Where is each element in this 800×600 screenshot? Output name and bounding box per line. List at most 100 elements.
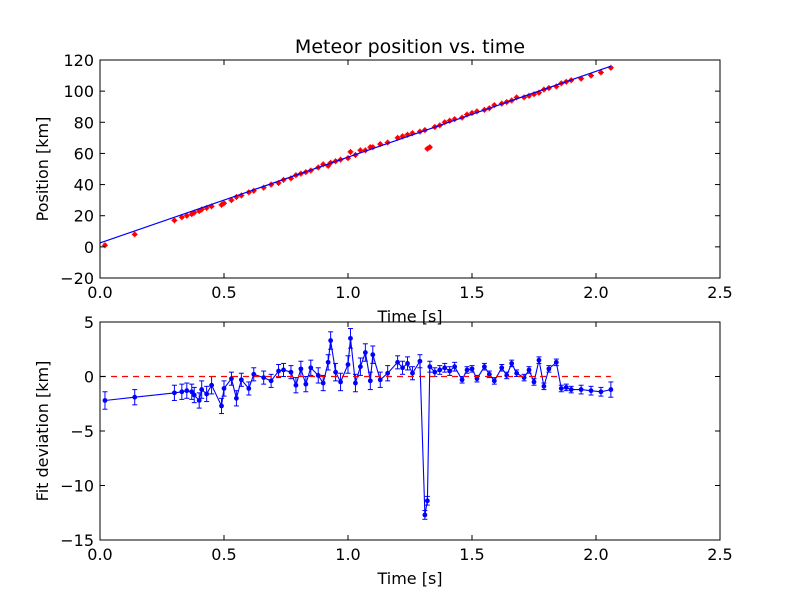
data-point: [261, 375, 267, 380]
x-tick-label: 2.0: [583, 283, 608, 302]
data-point: [482, 364, 487, 370]
deviation-ticks: 0.0 0.5 1.0 1.5 2.0 2.5 −15 −10 −5 0 5: [60, 313, 732, 564]
x-axis-label: Time [s]: [376, 569, 442, 588]
x-tick-label: 1.5: [459, 283, 484, 302]
data-point: [546, 366, 552, 372]
data-point: [315, 373, 321, 378]
deviation-chart: 0.0 0.5 1.0 1.5 2.0 2.5 −15 −10 −5 0 5 Time [s] Fi…: [33, 313, 733, 588]
x-axis-label: Time [s]: [376, 307, 442, 326]
y-tick-label: 20: [74, 207, 94, 226]
data-point: [320, 380, 326, 386]
data-point: [229, 197, 234, 203]
data-point: [196, 398, 202, 403]
data-point: [238, 377, 244, 383]
position-marks: [99, 64, 614, 249]
data-point: [491, 378, 497, 384]
x-tick-label: 0.5: [211, 545, 236, 564]
y-tick-label: 60: [74, 144, 94, 163]
data-point: [377, 377, 383, 383]
data-point: [362, 350, 368, 355]
y-axis-label: Fit deviation [km]: [33, 361, 52, 502]
data-point: [541, 383, 547, 389]
data-point: [499, 365, 505, 371]
data-point: [358, 364, 363, 370]
y-tick-label: −5: [70, 422, 94, 441]
data-point: [102, 398, 108, 403]
y-tick-label: 80: [74, 113, 94, 132]
x-tick-label: 0.0: [87, 545, 112, 564]
data-point: [132, 232, 138, 237]
chart-title: Meteor position vs. time: [295, 36, 525, 58]
data-point: [509, 361, 515, 366]
data-point: [191, 210, 197, 215]
data-point: [348, 335, 353, 341]
data-point: [358, 148, 363, 153]
x-tick-label: 2.5: [707, 283, 732, 302]
data-point: [199, 387, 205, 392]
data-point: [367, 378, 373, 384]
data-point: [598, 389, 604, 395]
data-point: [353, 380, 358, 386]
data-point: [432, 369, 438, 375]
data-point: [578, 387, 584, 392]
data-point: [276, 368, 281, 374]
data-point: [234, 395, 239, 401]
data-point: [427, 144, 433, 150]
y-tick-label: 120: [63, 51, 94, 70]
data-point: [531, 379, 537, 385]
y-tick-label: 0: [84, 368, 94, 387]
data-point: [325, 359, 331, 365]
data-point: [452, 364, 458, 370]
data-point: [221, 200, 227, 206]
deviation-marks: [100, 328, 614, 520]
data-point: [563, 385, 569, 390]
data-point: [459, 377, 465, 383]
x-tick-label: 1.5: [459, 545, 484, 564]
data-point: [474, 376, 480, 382]
data-point: [568, 387, 574, 392]
data-point: [598, 70, 604, 75]
data-point: [268, 378, 274, 384]
data-point: [405, 361, 410, 366]
data-point: [209, 382, 215, 388]
data-point: [395, 359, 400, 365]
data-point: [184, 213, 190, 219]
data-point: [345, 362, 351, 367]
data-point: [427, 364, 433, 370]
data-point: [132, 394, 138, 400]
data-point: [514, 370, 520, 376]
data-point: [588, 73, 594, 78]
y-tick-label: 0: [84, 238, 94, 257]
position-axes-frame: [99, 59, 721, 279]
data-point: [229, 376, 234, 382]
y-axis-label: Position [km]: [33, 117, 52, 222]
x-tick-label: 2.0: [583, 545, 608, 564]
data-point: [370, 352, 376, 358]
data-point: [221, 386, 227, 391]
x-tick-label: 2.5: [707, 545, 732, 564]
data-point: [281, 367, 286, 373]
data-point: [385, 370, 391, 376]
data-point: [410, 370, 415, 376]
data-point: [558, 386, 564, 391]
data-point: [251, 371, 257, 377]
x-tick-label: 0.5: [211, 283, 236, 302]
data-point: [608, 387, 614, 392]
data-point: [191, 392, 197, 398]
y-tick-label: 100: [63, 82, 94, 101]
data-point: [422, 512, 428, 518]
data-point: [536, 357, 542, 363]
data-point: [447, 368, 453, 374]
data-point: [179, 389, 185, 395]
fit-line: [99, 65, 612, 244]
y-tick-label: 40: [74, 176, 94, 195]
data-point: [333, 369, 338, 375]
data-point: [172, 390, 177, 396]
data-point: [303, 381, 309, 387]
x-tick-label: 1.0: [335, 283, 360, 302]
data-point: [189, 389, 195, 395]
data-point: [400, 365, 405, 371]
data-point: [442, 365, 448, 371]
